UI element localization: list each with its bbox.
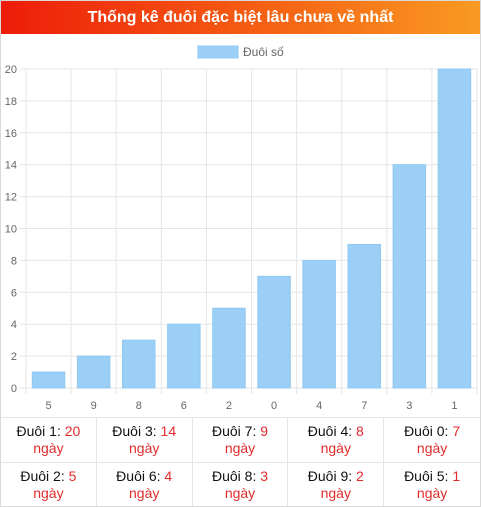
- summary-label: Đuôi 2:: [20, 467, 69, 484]
- summary-grid: Đuôi 1: 20 ngày Đuôi 3: 14 ngày Đuôi 7: 9 ngà…: [1, 417, 480, 507]
- chart-grid: [20, 68, 478, 394]
- summary-unit: ngày: [320, 439, 351, 456]
- x-tick-label: 3: [406, 400, 412, 412]
- summary-line: Đuôi 3: 14: [97, 423, 192, 440]
- summary-line: Đuôi 7: 9: [193, 423, 288, 440]
- x-tick-label: 1: [451, 400, 457, 412]
- summary-cell: Đuôi 5: 1 ngày: [384, 463, 480, 507]
- bar[interactable]: [437, 68, 472, 389]
- x-tick-label: 0: [271, 400, 277, 412]
- summary-value: 4: [164, 467, 173, 484]
- y-tick-label: 12: [5, 192, 17, 204]
- summary-value: 1: [452, 467, 461, 484]
- legend-label: Đuôi số: [243, 45, 284, 59]
- x-tick-label: 6: [181, 400, 187, 412]
- summary-label: Đuôi 6:: [116, 467, 165, 484]
- summary-line: Đuôi 1: 20: [1, 423, 96, 440]
- y-tick-label: 0: [11, 383, 17, 395]
- bar[interactable]: [212, 307, 246, 389]
- bar[interactable]: [31, 371, 66, 389]
- summary-line: Đuôi 8: 3: [193, 468, 288, 485]
- summary-value: 7: [452, 422, 461, 439]
- y-tick-label: 18: [5, 96, 17, 108]
- summary-value: 20: [64, 422, 81, 439]
- bar[interactable]: [257, 275, 291, 389]
- summary-cell: Đuôi 0: 7 ngày: [384, 418, 480, 463]
- x-tick-label: 8: [136, 400, 142, 412]
- y-tick-label: 8: [11, 255, 17, 267]
- summary-line: Đuôi 9: 2: [288, 468, 383, 485]
- x-tick-label: 2: [226, 400, 232, 412]
- summary-cell: Đuôi 4: 8 ngày: [288, 418, 385, 463]
- summary-unit: ngày: [416, 484, 448, 501]
- summary-label: Đuôi 3:: [112, 422, 161, 439]
- x-tick-label: 5: [45, 400, 51, 412]
- summary-unit: ngày: [33, 484, 64, 501]
- summary-line: Đuôi 2: 5: [1, 468, 96, 485]
- summary-cell: Đuôi 1: 20 ngày: [1, 418, 97, 463]
- summary-line: Đuôi 4: 8: [288, 423, 383, 440]
- summary-unit: ngày: [224, 439, 256, 456]
- summary-unit: ngày: [129, 484, 160, 501]
- bars: [31, 68, 472, 389]
- summary-cell: Đuôi 9: 2 ngày: [288, 462, 385, 506]
- y-tick-label: 6: [11, 287, 17, 299]
- summary-label: Đuôi 1:: [16, 422, 65, 439]
- summary-cell: Đuôi 2: 5 ngày: [1, 462, 97, 506]
- y-tick-label: 14: [5, 160, 17, 172]
- summary-label: Đuôi 8:: [211, 467, 261, 484]
- summary-value: 8: [356, 422, 364, 439]
- bar[interactable]: [392, 164, 427, 389]
- summary-value: 14: [160, 422, 177, 439]
- summary-value: 3: [260, 467, 269, 484]
- y-tick-label: 10: [5, 224, 17, 236]
- summary-label: Đuôi 9:: [307, 467, 357, 484]
- summary-line: Đuôi 5: 1: [384, 468, 480, 485]
- summary-unit: ngày: [33, 439, 64, 456]
- bar[interactable]: [122, 339, 156, 389]
- summary-label: Đuôi 4:: [307, 422, 357, 439]
- x-tick-label: 4: [316, 400, 322, 412]
- summary-line: Đuôi 6: 4: [97, 468, 192, 485]
- bar[interactable]: [347, 243, 381, 389]
- summary-label: Đuôi 7:: [211, 422, 261, 439]
- summary-unit: ngày: [129, 439, 160, 456]
- x-tick-label: 7: [361, 400, 367, 412]
- widget-title: Thống kê đuôi đặc biệt lâu chưa về nhất: [1, 1, 480, 34]
- summary-cell: Đuôi 8: 3 ngày: [193, 462, 289, 506]
- summary-unit: ngày: [224, 484, 256, 501]
- summary-cell: Đuôi 7: 9 ngày: [192, 418, 289, 463]
- summary-unit: ngày: [416, 439, 448, 456]
- summary-value: 2: [356, 467, 364, 484]
- summary-cell: Đuôi 6: 4 ngày: [97, 462, 193, 506]
- x-tick-label: 9: [91, 400, 97, 412]
- summary-unit: ngày: [320, 484, 351, 501]
- summary-value: 9: [260, 422, 269, 439]
- y-tick-label: 4: [11, 319, 17, 331]
- summary-cell: Đuôi 3: 14 ngày: [96, 418, 193, 463]
- bar[interactable]: [302, 259, 336, 389]
- y-tick-label: 20: [5, 64, 17, 76]
- legend-swatch: [197, 45, 239, 59]
- summary-line: Đuôi 0: 7: [384, 423, 480, 440]
- y-tick-label: 2: [11, 351, 17, 363]
- summary-label: Đuôi 5:: [404, 467, 453, 484]
- y-axis: 0 2 4 6 8 10 12 14 16 18 20: [5, 64, 17, 395]
- bar[interactable]: [76, 355, 111, 389]
- summary-label: Đuôi 0:: [404, 422, 453, 439]
- summary-value: 5: [68, 467, 77, 484]
- y-tick-label: 16: [5, 128, 17, 140]
- chart-legend[interactable]: Đuôi số: [197, 45, 284, 59]
- x-axis: 5 9 8 6 2 0 4 7 3 1: [45, 400, 457, 412]
- bar[interactable]: [167, 323, 201, 389]
